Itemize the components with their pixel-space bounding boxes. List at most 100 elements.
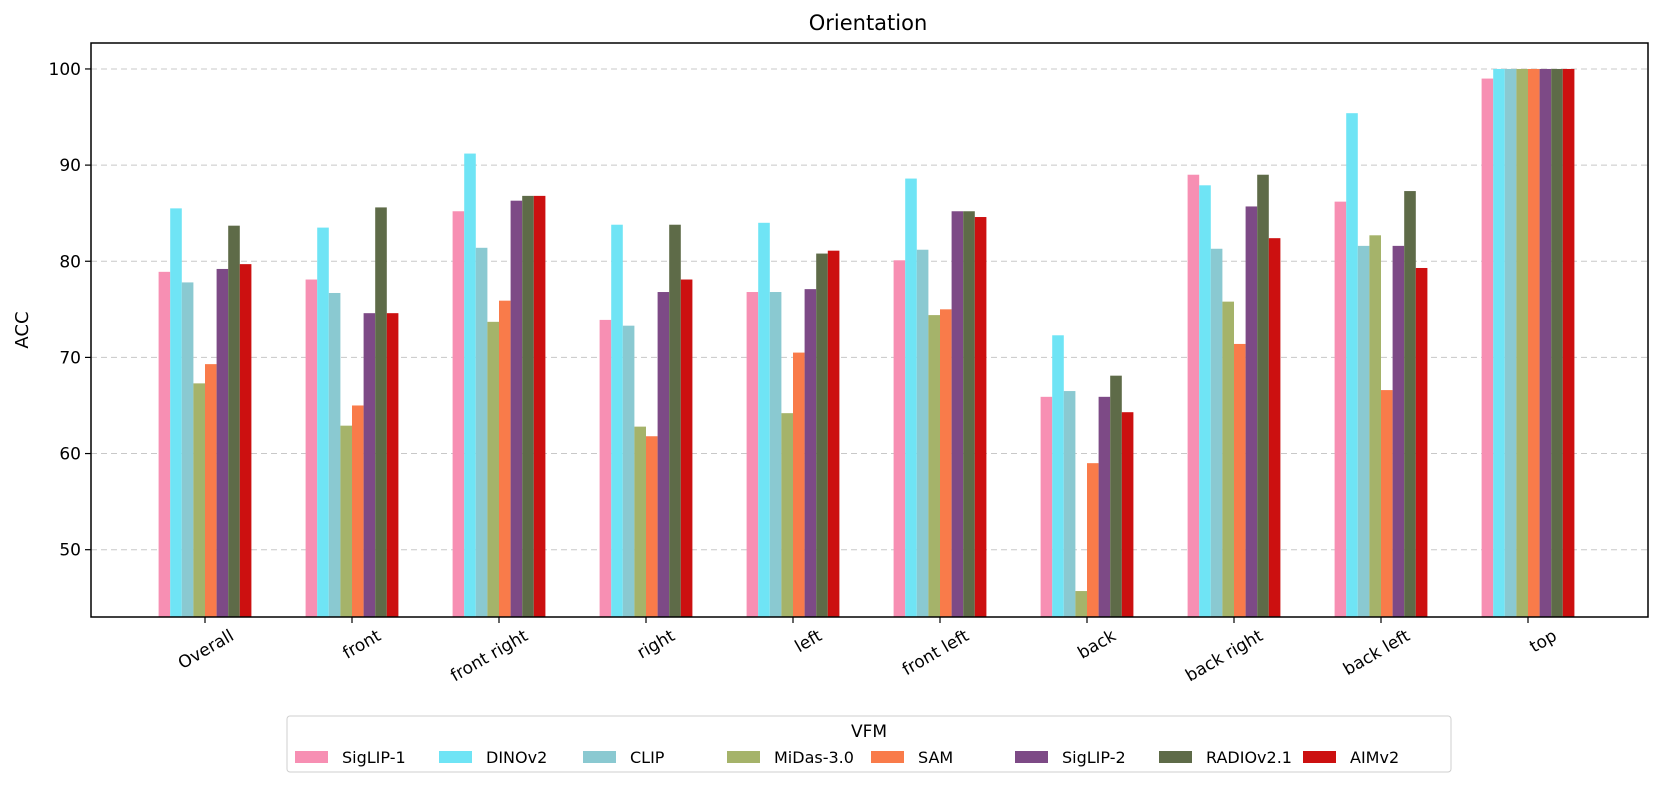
plot-frame — [90, 42, 1649, 618]
x-tick-label: back — [1075, 626, 1120, 664]
bar-siglip-1-back — [1040, 396, 1053, 617]
x-tick-label: left — [792, 626, 826, 657]
bar-dinov2-front — [317, 227, 329, 617]
legend-swatch — [1015, 751, 1048, 763]
bar-clip-front — [328, 292, 341, 617]
y-axis: 50 60 70 80 90 100 — [49, 60, 91, 561]
bar-siglip-1-front — [305, 279, 318, 617]
bar-clip-back-right — [1210, 248, 1223, 618]
bar-sam-back — [1087, 463, 1099, 617]
bar-clip-back — [1063, 391, 1076, 617]
bar-dinov2-left — [758, 222, 770, 617]
bar-siglip-2-top — [1539, 68, 1552, 618]
bar-dinov2-front-right — [464, 153, 476, 617]
legend-label: DINOv2 — [486, 748, 547, 767]
bar-aimv2-top — [1562, 68, 1575, 618]
bar-radiov2-1-top — [1551, 68, 1563, 618]
bar-sam-back-right — [1234, 343, 1246, 617]
y-axis-label: ACC — [12, 311, 33, 348]
x-tick-label: back left — [1340, 626, 1414, 680]
bar-siglip-2-right — [657, 292, 670, 617]
bar-siglip-2-front-left — [951, 211, 964, 618]
bar-dinov2-back-left — [1346, 113, 1358, 617]
legend-label: SAM — [918, 748, 953, 767]
legend-swatch — [871, 751, 904, 763]
bar-midas-3-0-front-left — [928, 315, 940, 617]
bar-siglip-2-back — [1098, 396, 1111, 617]
x-tick-label: front left — [899, 626, 973, 680]
bar-sam-right — [646, 436, 658, 617]
bar-aimv2-back-left — [1415, 267, 1428, 617]
legend-label: SigLIP-1 — [342, 748, 406, 767]
bar-siglip-1-front-right — [452, 211, 465, 618]
x-axis: Overall front front right right left front le… — [175, 617, 1561, 686]
bar-clip-front-right — [475, 247, 488, 617]
bar-sam-left — [793, 352, 805, 617]
bar-siglip-2-front-right — [510, 200, 523, 617]
bar-midas-3-0-front-right — [487, 321, 499, 617]
y-tick-label: 70 — [59, 348, 81, 368]
bar-radiov2-1-front-left — [963, 211, 975, 618]
bar-clip-overall — [181, 282, 194, 617]
legend-swatch — [727, 751, 760, 763]
bar-siglip-1-left — [746, 292, 759, 617]
x-tick-label: front right — [447, 626, 532, 686]
legend-label: AIMv2 — [1350, 748, 1399, 767]
bar-siglip-2-left — [804, 289, 817, 617]
bar-radiov2-1-front — [375, 207, 387, 618]
x-tick-label: top — [1526, 626, 1560, 657]
bar-sam-back-left — [1381, 390, 1393, 617]
bar-siglip-2-front — [363, 313, 376, 617]
bar-sam-front — [352, 405, 364, 617]
bar-radiov2-1-back-left — [1404, 191, 1416, 617]
bar-dinov2-right — [611, 224, 623, 617]
bar-aimv2-back-right — [1268, 238, 1281, 617]
y-tick-label: 90 — [59, 156, 81, 176]
bar-clip-right — [622, 325, 635, 617]
bar-clip-top — [1504, 68, 1517, 618]
bar-dinov2-back — [1052, 335, 1064, 617]
legend-label: CLIP — [630, 748, 665, 767]
bar-radiov2-1-front-right — [522, 195, 534, 617]
bar-dinov2-overall — [170, 208, 182, 617]
bar-radiov2-1-overall — [228, 225, 240, 618]
bar-sam-top — [1528, 68, 1540, 618]
bar-sam-front-right — [499, 300, 511, 617]
bar-midas-3-0-right — [634, 426, 646, 617]
bar-siglip-1-front-left — [893, 260, 906, 617]
bars — [158, 68, 1575, 618]
bar-midas-3-0-back-left — [1369, 235, 1381, 617]
bar-aimv2-front — [386, 313, 399, 617]
bar-siglip-2-overall — [216, 268, 229, 617]
bar-aimv2-overall — [239, 264, 252, 617]
legend: VFM SigLIP-1 DINOv2 CLIP MiDas-3.0 SAM SigLIP… — [286, 715, 1452, 773]
bar-clip-left — [769, 292, 782, 617]
x-tick-label: front — [339, 626, 384, 664]
bar-midas-3-0-back — [1075, 591, 1087, 617]
legend-swatch — [1303, 751, 1336, 763]
bar-aimv2-front-right — [533, 195, 546, 617]
legend-swatch — [295, 751, 328, 763]
y-tick-label: 60 — [59, 445, 81, 465]
bar-sam-front-left — [940, 309, 952, 617]
x-tick-label: Overall — [175, 626, 238, 674]
bar-midas-3-0-overall — [193, 383, 205, 617]
legend-swatch — [583, 751, 616, 763]
bar-siglip-2-back-right — [1245, 206, 1258, 617]
bar-aimv2-right — [680, 279, 693, 617]
x-tick-label: back right — [1182, 626, 1267, 686]
y-tick-label: 50 — [59, 541, 81, 561]
bar-dinov2-top — [1493, 68, 1505, 618]
bar-sam-overall — [205, 364, 217, 617]
bar-aimv2-back — [1121, 412, 1134, 617]
bar-aimv2-left — [827, 250, 840, 617]
bar-siglip-1-back-left — [1334, 201, 1347, 617]
bar-siglip-1-top — [1481, 78, 1494, 618]
bar-aimv2-front-left — [974, 217, 987, 617]
bar-clip-front-left — [916, 249, 929, 617]
bar-dinov2-front-left — [905, 178, 917, 617]
bar-siglip-1-overall — [158, 271, 171, 617]
legend-swatch — [439, 751, 472, 763]
legend-label: MiDas-3.0 — [774, 748, 854, 767]
